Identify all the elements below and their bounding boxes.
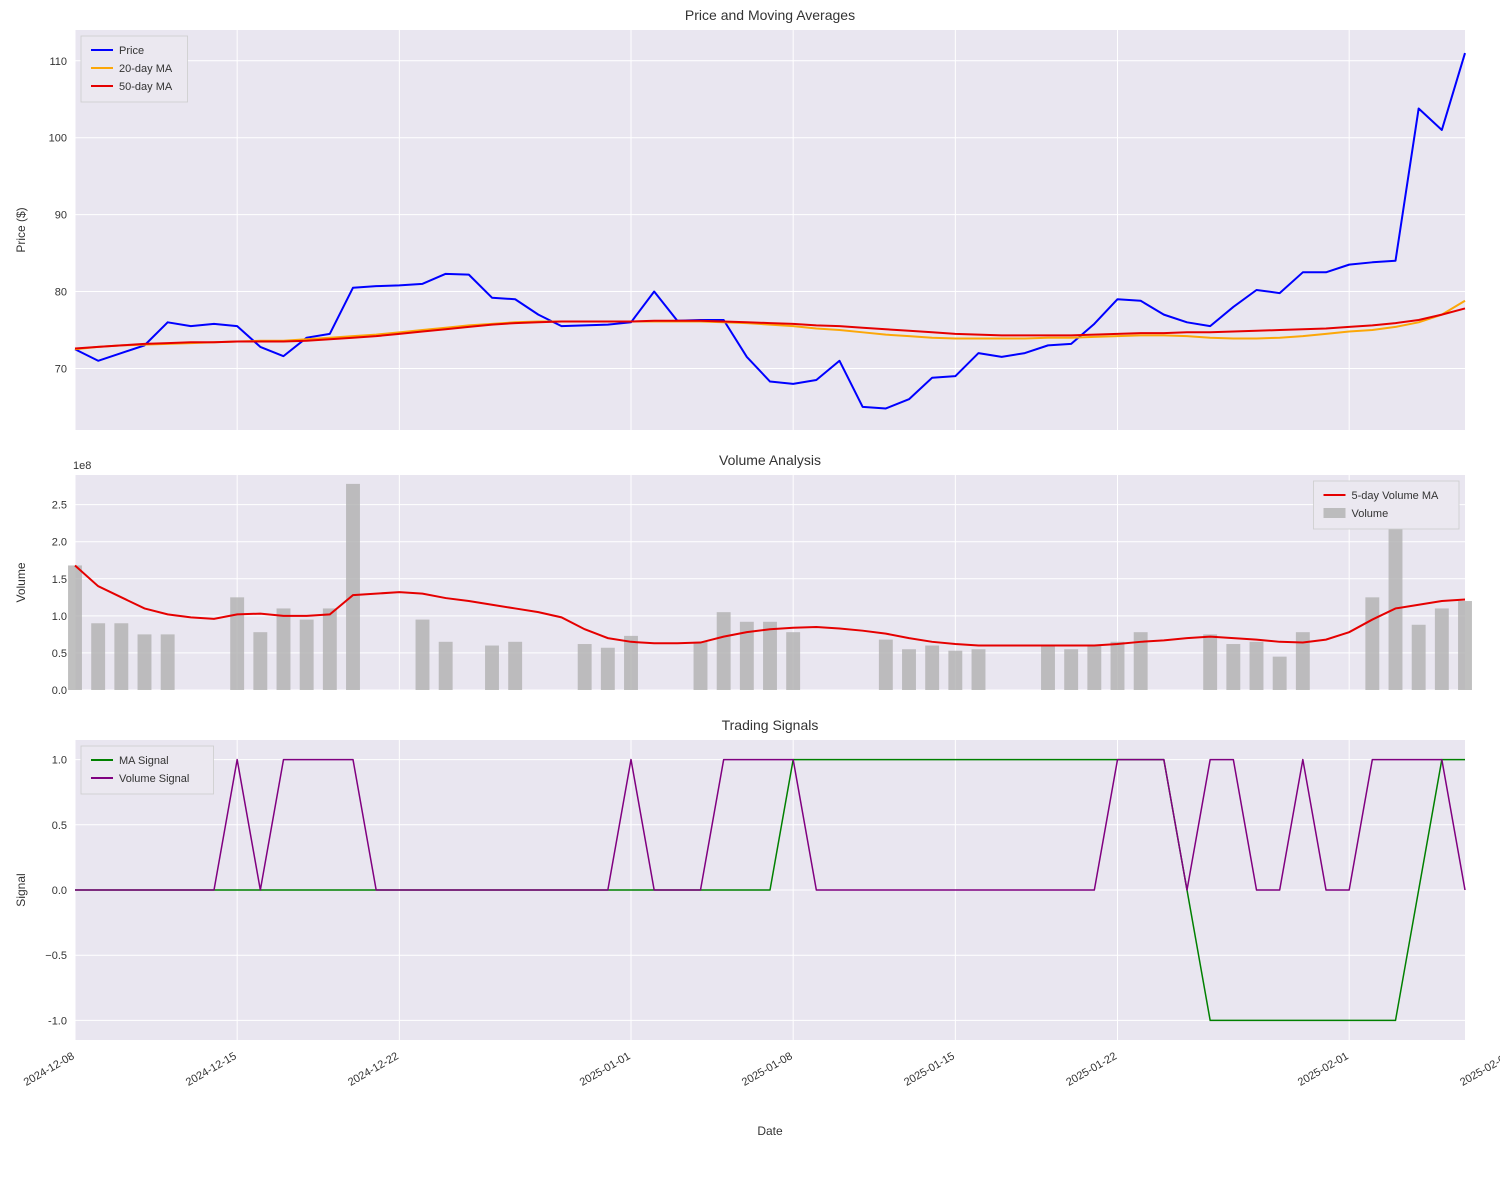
- volume-bar: [578, 644, 592, 690]
- ytick-label: -1.0: [48, 1015, 67, 1027]
- volume-bar: [1250, 642, 1264, 690]
- ytick-label: 2.5: [52, 500, 67, 512]
- legend-label: Volume Signal: [119, 773, 189, 785]
- ytick-label: 0.5: [52, 648, 67, 660]
- ytick-label: 2.0: [52, 537, 67, 549]
- volume-bar: [1041, 646, 1055, 690]
- xtick-label: 2024-12-08: [22, 1050, 77, 1089]
- volume-bar: [439, 642, 453, 690]
- ytick-label: −0.5: [45, 950, 67, 962]
- ytick-label: 0.0: [52, 685, 67, 697]
- volume-bar: [300, 620, 314, 690]
- chart-container: 70 80 90 100 110 Price and Moving Averages Pri…: [0, 0, 1500, 1200]
- volume-bar: [1365, 597, 1379, 690]
- plot-background: [75, 30, 1465, 430]
- y-axis-label: Price ($): [14, 207, 28, 252]
- volume-bar: [1296, 632, 1310, 690]
- ytick-label: 0.0: [52, 885, 67, 897]
- ytick-label: 70: [55, 363, 67, 375]
- y-axis-label: Signal: [14, 873, 28, 906]
- ytick-label: 1.5: [52, 574, 67, 586]
- volume-bar: [161, 634, 175, 690]
- legend-label: Price: [119, 45, 144, 57]
- volume-bar: [902, 649, 916, 690]
- volume-bar: [948, 651, 962, 690]
- chart-svg: 70 80 90 100 110 Price and Moving Averages Pri…: [0, 0, 1500, 1200]
- ytick-label: 0.5: [52, 820, 67, 832]
- panel-title: Price and Moving Averages: [685, 7, 855, 23]
- volume-bar: [1111, 642, 1125, 690]
- volume-bar: [972, 649, 986, 690]
- legend-box: [81, 746, 214, 794]
- legend-label: 50-day MA: [119, 81, 173, 93]
- ytick-label: 80: [55, 287, 67, 299]
- legend-swatch: [1324, 508, 1346, 518]
- volume-bar: [624, 636, 638, 690]
- volume-bar: [1273, 657, 1287, 690]
- volume-bar: [763, 622, 777, 690]
- y-axis-label: Volume: [14, 562, 28, 602]
- volume-bar: [138, 634, 152, 690]
- volume-bar: [925, 646, 939, 690]
- xtick-label: 2025-01-08: [740, 1050, 795, 1089]
- ytick-label: 1.0: [52, 755, 67, 767]
- legend-box: [1314, 481, 1460, 529]
- volume-bar: [508, 642, 522, 690]
- volume-bar: [879, 640, 893, 690]
- xtick-label: 2025-02-01: [1296, 1050, 1351, 1089]
- volume-bar: [1064, 649, 1078, 690]
- volume-bar: [323, 608, 337, 690]
- xtick-label: 2025-01-15: [902, 1050, 957, 1089]
- panel-title: Volume Analysis: [719, 452, 821, 468]
- legend-label: Volume: [1352, 508, 1389, 520]
- volume-bar: [91, 623, 105, 690]
- volume-bar: [1389, 519, 1403, 690]
- volume-bar: [1435, 608, 1449, 690]
- volume-bar: [68, 565, 82, 690]
- ytick-label: 1.0: [52, 611, 67, 623]
- legend-label: 5-day Volume MA: [1352, 490, 1439, 502]
- panel-title: Trading Signals: [722, 717, 819, 733]
- volume-bar: [694, 642, 708, 690]
- volume-bar: [1412, 625, 1426, 690]
- volume-bar: [230, 597, 244, 690]
- exponent-label: 1e8: [73, 460, 91, 472]
- xtick-label: 2024-12-22: [346, 1050, 401, 1089]
- volume-bar: [1203, 634, 1217, 690]
- ytick-label: 110: [49, 56, 67, 68]
- xtick-label: 2025-01-22: [1064, 1050, 1119, 1089]
- volume-bar: [1226, 644, 1240, 690]
- volume-bar: [601, 648, 615, 690]
- xtick-label: 2024-12-15: [184, 1050, 239, 1089]
- ytick-label: 90: [55, 210, 67, 222]
- volume-bar: [114, 623, 128, 690]
- volume-bar: [1458, 601, 1472, 690]
- legend-label: 20-day MA: [119, 63, 173, 75]
- volume-bar: [416, 620, 430, 690]
- volume-bar: [346, 484, 360, 690]
- ytick-label: 100: [49, 133, 67, 145]
- volume-bar: [1087, 646, 1101, 690]
- xtick-label: 2025-02-08: [1458, 1050, 1500, 1089]
- x-axis-label: Date: [757, 1124, 783, 1138]
- xtick-label: 2025-01-01: [578, 1050, 633, 1089]
- volume-bar: [277, 608, 291, 690]
- volume-bar: [786, 632, 800, 690]
- volume-bar: [485, 646, 499, 690]
- legend-label: MA Signal: [119, 755, 169, 767]
- volume-bar: [717, 612, 731, 690]
- volume-bar: [253, 632, 267, 690]
